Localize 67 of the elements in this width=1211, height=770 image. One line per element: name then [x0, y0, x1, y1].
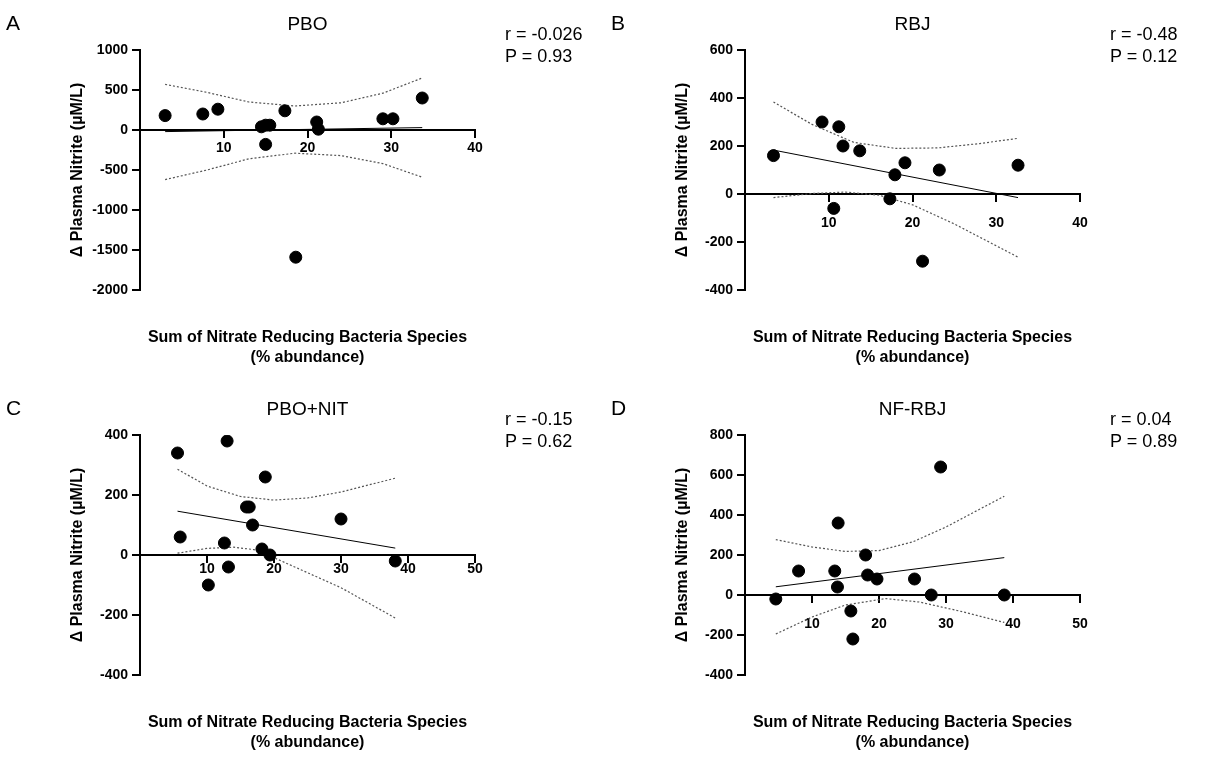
x-tick-label: 10	[199, 560, 215, 577]
x-tick-label: 40	[1005, 615, 1021, 632]
x-tick-label: 20	[871, 615, 887, 632]
y-tick-label: 0	[725, 585, 734, 602]
chart-title: PBO	[287, 13, 328, 34]
x-tick-label: 30	[383, 139, 400, 156]
text: B	[611, 11, 626, 34]
y-axis-title: Δ Plasma Nitrite (µM/L)	[68, 467, 85, 643]
text: A	[6, 11, 21, 34]
y-tick-label: 400	[709, 505, 734, 522]
text: C	[6, 396, 22, 419]
y-tick-label: 500	[104, 80, 129, 97]
x-tick-label: 30	[938, 615, 954, 632]
y-tick-label: 1000	[96, 40, 129, 57]
y-tick-label: 200	[709, 136, 734, 153]
chart-title: NF-RBJ	[878, 398, 947, 419]
y-tick-label: -400	[704, 665, 734, 682]
y-tick-label: 400	[709, 88, 734, 105]
x-tick-label: 30	[988, 214, 1005, 231]
y-tick-label: -500	[99, 160, 129, 177]
text: r = -0.026	[505, 24, 583, 44]
text: D	[611, 396, 627, 419]
x-tick-label: 20	[299, 139, 316, 156]
x-tick-label: 20	[904, 214, 921, 231]
x-tick-label: 10	[820, 214, 837, 231]
text: P = 0.12	[1110, 46, 1178, 66]
y-tick-label: -400	[99, 665, 129, 682]
x-tick-label: 50	[1072, 615, 1088, 632]
y-tick-label: 400	[104, 425, 129, 442]
x-axis-title: Sum of Nitrate Reducing Bacteria Species (% abundance)	[147, 713, 468, 750]
y-tick-label: 600	[709, 40, 734, 57]
y-tick-label: 800	[709, 425, 734, 442]
y-tick-label: -1500	[92, 240, 129, 257]
y-tick-label: 200	[104, 485, 129, 502]
text: r = 0.04	[1110, 409, 1172, 429]
y-tick-label: 200	[709, 545, 734, 562]
x-tick-label: 40	[467, 139, 483, 156]
y-axis-title: Δ Plasma Nitrite (µM/L)	[673, 82, 690, 258]
y-axis-title: Δ Plasma Nitrite (µM/L)	[68, 82, 85, 258]
x-tick-label: 40	[400, 560, 416, 577]
x-tick-label: 20	[266, 560, 282, 577]
y-tick-label: -200	[704, 625, 734, 642]
text: r = -0.48	[1110, 24, 1178, 44]
x-tick-label: 10	[215, 139, 232, 156]
x-tick-label: 50	[467, 560, 483, 577]
x-axis-title: Sum of Nitrate Reducing Bacteria Species (% abundance)	[752, 713, 1073, 750]
x-tick-label: 10	[804, 615, 820, 632]
x-tick-label: 40	[1072, 214, 1088, 231]
text: P = 0.62	[505, 431, 573, 451]
text: P = 0.93	[505, 46, 573, 66]
text: r = -0.15	[505, 409, 573, 429]
chart-title: PBO+NIT	[266, 398, 349, 419]
x-axis-title: Sum of Nitrate Reducing Bacteria Species (% abundance)	[752, 328, 1073, 365]
text: P = 0.89	[1110, 431, 1178, 451]
y-axis-title: Δ Plasma Nitrite (µM/L)	[673, 467, 690, 643]
y-tick-label: -2000	[92, 280, 129, 297]
y-tick-label: 600	[709, 465, 734, 482]
x-axis-title: Sum of Nitrate Reducing Bacteria Species (% abundance)	[147, 328, 468, 365]
x-tick-label: 30	[333, 560, 349, 577]
y-tick-label: -400	[704, 280, 734, 297]
y-tick-label: 0	[120, 120, 129, 137]
y-tick-label: -200	[704, 232, 734, 249]
y-tick-label: -1000	[92, 200, 129, 217]
y-tick-label: -200	[99, 605, 129, 622]
y-tick-label: 0	[725, 184, 734, 201]
y-tick-label: 0	[120, 545, 129, 562]
chart-title: RBJ	[894, 13, 931, 34]
